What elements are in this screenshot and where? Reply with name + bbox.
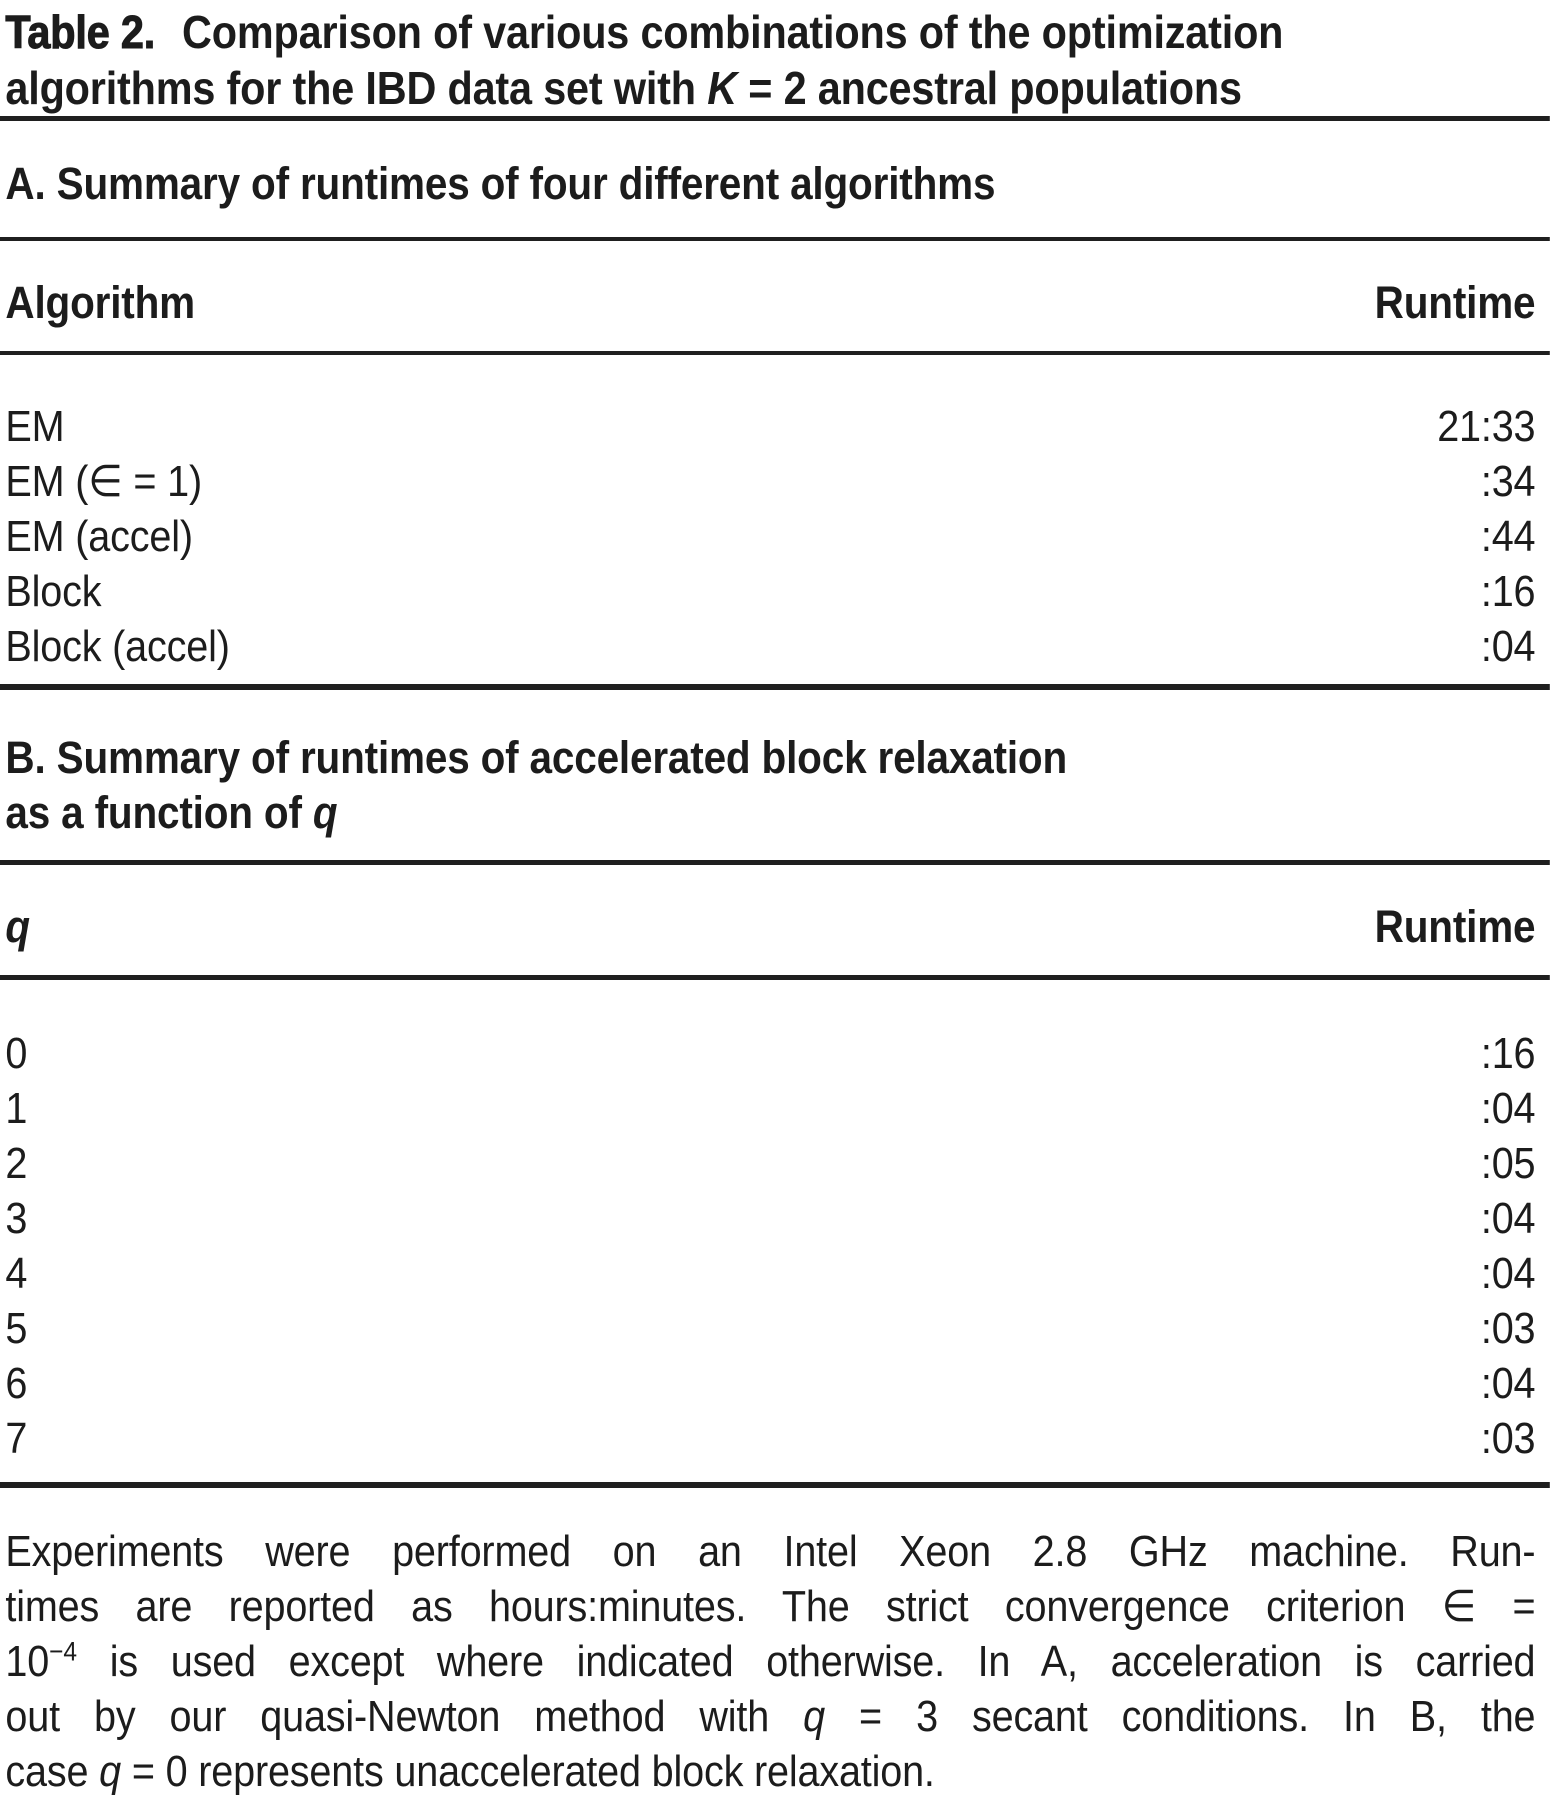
table-b-col-q: q — [5, 901, 30, 952]
runtime-cell: :16 — [1480, 567, 1536, 616]
runtime-cell: 21:33 — [1437, 402, 1536, 451]
runtime-cell: :04 — [1480, 1084, 1536, 1133]
table-row: 3 :04 — [5, 1191, 1535, 1246]
algorithm-cell: Block (accel) — [5, 622, 230, 671]
divider-rule-section — [0, 684, 1550, 690]
footnote-line: 10−4 is used except where indicated othe… — [5, 1635, 1536, 1686]
runtime-cell: :04 — [1480, 1194, 1536, 1243]
runtime-cell: :04 — [1480, 1249, 1536, 1298]
table-title: Table 2. Comparison of various combinatio… — [0, 4, 1550, 116]
divider-rule-b-header — [0, 975, 1550, 980]
table-row: 1 :04 — [5, 1081, 1535, 1136]
runtime-cell: :04 — [1480, 622, 1536, 671]
runtime-cell: :05 — [1480, 1139, 1536, 1188]
table-row: EM (accel) :44 — [5, 509, 1535, 564]
algorithm-cell: EM — [5, 402, 65, 451]
q-cell: 2 — [5, 1139, 28, 1188]
q-cell: 6 — [5, 1359, 28, 1408]
table-row: 6 :04 — [5, 1356, 1535, 1411]
divider-rule-a-heading — [0, 237, 1550, 241]
table-row: 5 :03 — [5, 1301, 1535, 1356]
footnote: Experiments were performed on an Intel X… — [0, 1524, 1550, 1799]
runtime-cell: :04 — [1480, 1359, 1536, 1408]
table-row: 2 :05 — [5, 1136, 1535, 1191]
table-a-body: EM 21:33 EM (∈ = 1) :34 EM (accel) :44 B… — [0, 399, 1550, 674]
divider-rule-top — [0, 116, 1550, 121]
table-a-col-algorithm: Algorithm — [5, 277, 196, 328]
runtime-cell: :34 — [1480, 457, 1536, 506]
divider-rule-a-header — [0, 351, 1550, 355]
runtime-cell: :44 — [1480, 512, 1536, 561]
algorithm-cell: EM (accel) — [5, 512, 193, 561]
q-cell: 4 — [5, 1249, 28, 1298]
q-cell: 1 — [5, 1084, 28, 1133]
footnote-line: case q = 0 represents unaccelerated bloc… — [5, 1747, 935, 1796]
runtime-cell: :16 — [1480, 1029, 1536, 1078]
divider-rule-b-heading — [0, 860, 1550, 865]
q-cell: 0 — [5, 1029, 28, 1078]
table-b-header-row: q Runtime — [0, 901, 1550, 953]
q-cell: 7 — [5, 1414, 28, 1463]
q-cell: 5 — [5, 1304, 28, 1353]
table-number-label: Table 2. — [5, 5, 156, 58]
table-a-col-runtime: Runtime — [1374, 277, 1536, 328]
table-b-body: 0 :16 1 :04 2 :05 3 :04 — [0, 1026, 1550, 1466]
footnote-line: times are reported as hours:minutes. The… — [5, 1582, 1536, 1631]
footnote-line: out by our quasi-Newton method with q = … — [5, 1692, 1536, 1741]
table-row: Block (accel) :04 — [5, 619, 1535, 674]
table-row: EM 21:33 — [5, 399, 1535, 454]
footnote-line: Experiments were performed on an Intel X… — [5, 1527, 1536, 1576]
section-a-heading: A. Summary of runtimes of four different… — [5, 158, 996, 209]
table-title-text: Comparison of various combinations of th… — [5, 6, 1284, 114]
table-row: 7 :03 — [5, 1411, 1535, 1466]
table-a-header-row: Algorithm Runtime — [0, 277, 1550, 329]
table-row: 0 :16 — [5, 1026, 1535, 1081]
table-row: Block :16 — [5, 564, 1535, 619]
table-b-col-runtime: Runtime — [1374, 901, 1536, 952]
divider-rule-bottom — [0, 1482, 1550, 1488]
algorithm-cell: EM (∈ = 1) — [5, 457, 203, 506]
algorithm-cell: Block — [5, 567, 102, 616]
section-b-heading: B. Summary of runtimes of accelerated bl… — [5, 732, 1068, 838]
table-row: EM (∈ = 1) :34 — [5, 454, 1535, 509]
q-cell: 3 — [5, 1194, 28, 1243]
runtime-cell: :03 — [1480, 1304, 1536, 1353]
table-row: 4 :04 — [5, 1246, 1535, 1301]
runtime-cell: :03 — [1480, 1414, 1536, 1463]
